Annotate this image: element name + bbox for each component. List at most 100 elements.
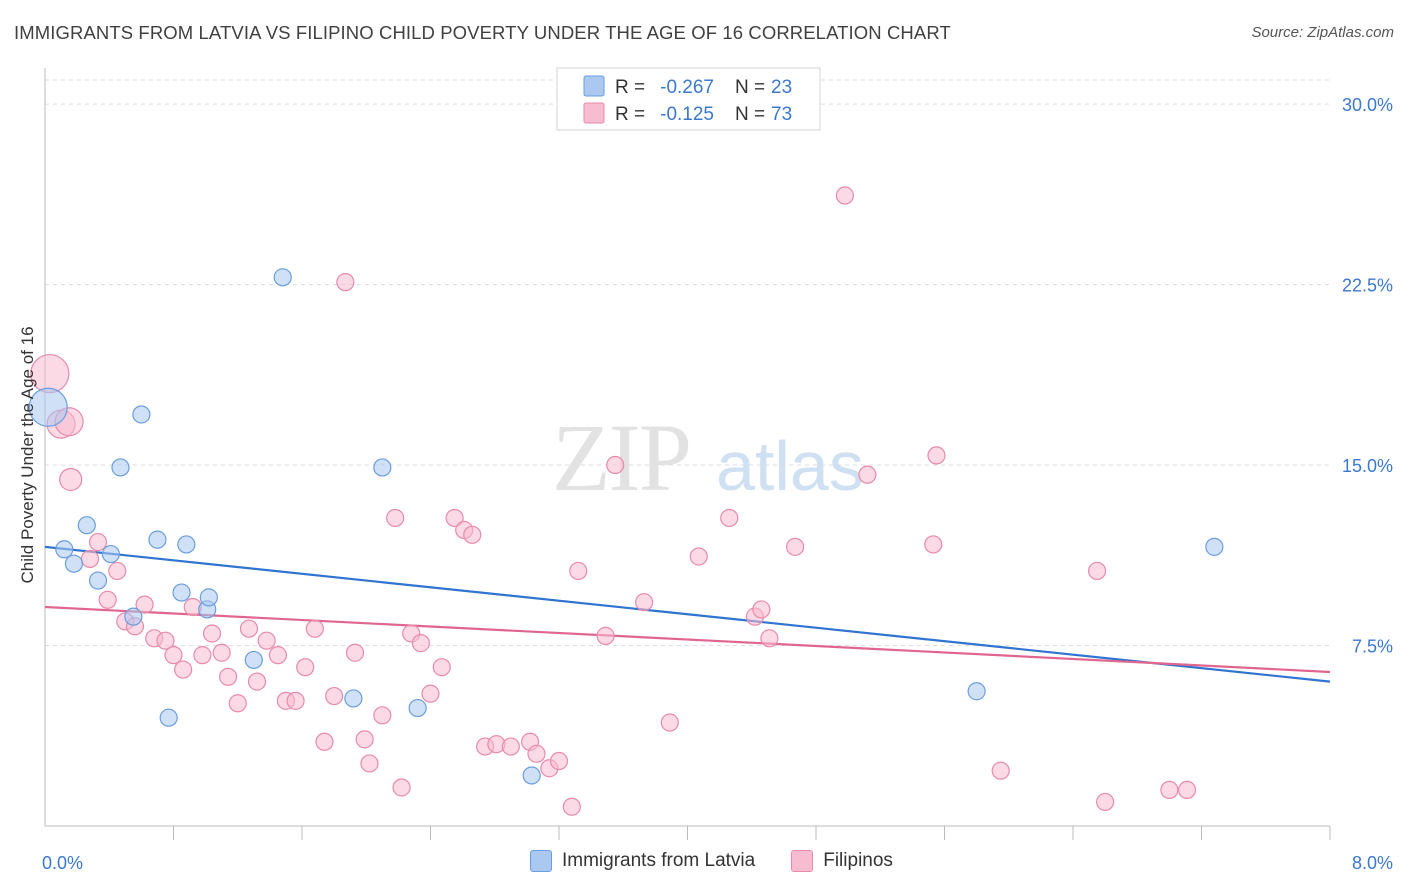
legend-swatch-latvia — [530, 850, 552, 872]
chart-title: IMMIGRANTS FROM LATVIA VS FILIPINO CHILD… — [14, 22, 951, 43]
data-point-pink — [156, 631, 175, 650]
data-point-pink — [325, 686, 344, 706]
watermark: ZIP atlas — [552, 404, 864, 511]
data-point-blue — [64, 554, 84, 573]
data-point-blue — [148, 530, 167, 549]
data-point-pink — [1087, 561, 1107, 581]
y-axis-title: Child Poverty Under the Age of 16 — [18, 326, 37, 583]
legend-item-filipinos[interactable]: Filipinos — [791, 850, 893, 872]
data-point-pink — [59, 467, 83, 492]
data-point-pink — [432, 658, 451, 677]
stats-n-label: N = — [735, 77, 765, 98]
data-point-blue — [172, 583, 191, 602]
data-point-blue — [244, 650, 263, 670]
data-point-pink — [212, 643, 231, 662]
stats-r-value: -0.267 — [660, 77, 714, 98]
legend-item-latvia[interactable]: Immigrants from Latvia — [530, 850, 755, 872]
data-point-pink — [1096, 792, 1115, 812]
legend-swatch-filipinos — [791, 850, 814, 872]
data-point-pink — [355, 730, 374, 749]
data-point-pink — [268, 646, 288, 665]
data-point-blue — [124, 607, 143, 626]
data-point-pink — [835, 186, 855, 205]
stats-r-value: -0.125 — [660, 104, 714, 125]
data-point-blue — [55, 540, 74, 559]
y-tick-label: 15.0% — [1342, 456, 1393, 476]
data-point-pink — [98, 590, 117, 609]
data-point-pink — [296, 658, 315, 677]
gridlines — [45, 79, 1330, 647]
data-point-pink — [286, 691, 305, 710]
data-point-pink — [421, 684, 440, 703]
data-point-blue — [408, 698, 427, 718]
data-point-pink — [373, 706, 392, 725]
stats-swatch-pink — [583, 102, 605, 124]
tick-labels: 7.5% 15.0% 22.5% 30.0% 0.0% 8.0% — [42, 95, 1393, 873]
data-point-pink — [247, 672, 267, 691]
data-point-blue — [344, 689, 363, 708]
data-point-pink — [635, 593, 654, 612]
stats-legend: R = -0.267 N = 23 R = -0.125 N = 73 — [556, 67, 821, 131]
data-point-pink — [1177, 780, 1197, 800]
legend-label-filipinos: Filipinos — [823, 850, 893, 871]
data-point-pink — [596, 626, 615, 645]
data-point-pink — [752, 600, 771, 619]
data-point-pink — [1160, 780, 1179, 800]
data-point-blue — [101, 544, 120, 564]
data-point-pink — [392, 778, 411, 797]
data-point-pink — [360, 754, 379, 773]
y-axis-label: Child Poverty Under the Age of 16 — [18, 326, 37, 583]
data-point-blue — [111, 458, 130, 477]
data-point-pink — [720, 508, 739, 528]
data-point-pink — [689, 547, 708, 566]
data-point-pink — [991, 761, 1010, 780]
data-point-pink — [257, 631, 276, 650]
data-point-pink — [760, 629, 779, 648]
data-point-pink — [924, 535, 943, 554]
data-point-pink — [606, 455, 625, 475]
stats-r-label: R = — [615, 104, 645, 125]
x-tick-label-max: 8.0% — [1352, 853, 1393, 873]
stats-n-value: 73 — [771, 104, 792, 125]
trend-line-blue — [44, 545, 1331, 683]
data-point-pink — [411, 634, 430, 653]
data-point-blue — [1205, 537, 1224, 556]
data-point-pink — [108, 561, 127, 581]
data-point-blue — [373, 458, 392, 477]
x-tick-label-min: 0.0% — [42, 853, 83, 873]
watermark-zip: ZIP — [552, 404, 690, 511]
data-point-blue — [159, 708, 178, 727]
data-point-blue — [273, 268, 292, 287]
data-point-pink — [135, 595, 154, 614]
data-point-pink — [80, 549, 100, 568]
y-tick-label: 22.5% — [1342, 276, 1393, 296]
data-point-pink — [219, 667, 238, 686]
stats-swatch-blue — [583, 75, 605, 97]
axes — [44, 68, 1331, 840]
data-point-pink — [562, 797, 581, 816]
data-point-blue — [177, 535, 196, 554]
data-point-pink — [345, 643, 365, 662]
data-point-blue — [77, 516, 96, 535]
data-point-pink — [174, 660, 193, 679]
data-point-pink — [927, 446, 946, 465]
data-point-pink — [445, 508, 464, 528]
stats-n-label: N = — [735, 104, 765, 125]
data-point-pink — [164, 646, 183, 665]
data-point-pink — [386, 508, 405, 528]
data-point-blue — [28, 387, 68, 427]
data-point-pink — [660, 713, 679, 732]
data-point-blue — [199, 588, 218, 607]
y-tick-label: 7.5% — [1352, 637, 1393, 657]
data-point-blue — [522, 766, 541, 785]
trend-lines — [44, 545, 1331, 683]
legend: Immigrants from Latvia Filipinos — [530, 850, 929, 872]
legend-label-latvia: Immigrants from Latvia — [562, 850, 756, 871]
data-point-pink — [463, 525, 482, 544]
watermark-atlas: atlas — [716, 427, 864, 505]
data-point-pink — [202, 624, 222, 643]
data-point-pink — [336, 273, 355, 292]
data-point-pink — [239, 619, 259, 638]
data-point-pink — [549, 751, 569, 771]
